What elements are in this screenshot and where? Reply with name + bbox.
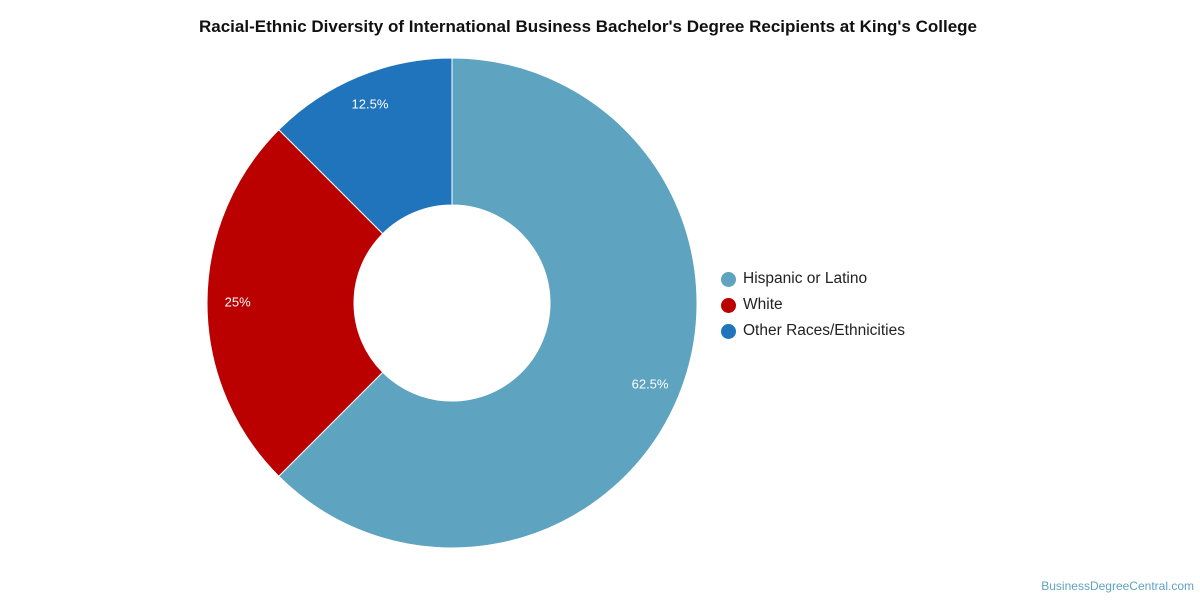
legend-label: White	[743, 296, 783, 313]
slice-white[interactable]	[206, 129, 384, 477]
legend-item[interactable]: White	[721, 292, 905, 318]
legend-color-dot	[721, 297, 736, 313]
legend-item[interactable]: Other Races/Ethnicities	[721, 318, 905, 344]
chart-legend: Hispanic or Latino White Other Races/Ethni…	[721, 266, 905, 344]
legend-label: Hispanic or Latino	[743, 270, 868, 287]
data-label: 12.5%	[352, 96, 389, 111]
data-label: 25%	[225, 294, 251, 309]
chart-title: Racial-Ethnic Diversity of International…	[198, 17, 978, 36]
legend-color-dot	[721, 323, 736, 339]
slice-other-races-ethnicities[interactable]	[278, 57, 453, 235]
data-label: 62.5%	[632, 376, 669, 391]
legend-color-dot	[721, 271, 736, 287]
legend-item[interactable]: Hispanic or Latino	[721, 266, 905, 292]
source-credit[interactable]: BusinessDegreeCentral.com	[1041, 579, 1194, 593]
legend-label: Other Races/Ethnicities	[743, 322, 905, 339]
slice-hispanic-or-latino[interactable]	[278, 57, 698, 549]
